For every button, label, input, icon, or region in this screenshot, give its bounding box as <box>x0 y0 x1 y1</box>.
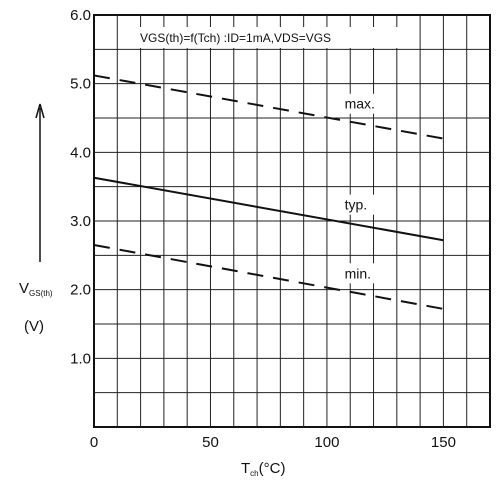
x-tick-label: 50 <box>202 434 219 451</box>
x-axis-label: Tch(°C) <box>241 460 285 478</box>
curve-label: min. <box>345 265 371 281</box>
y-axis-label-sub: GS(th) <box>29 289 53 298</box>
y-axis-unit: (V) <box>24 318 44 335</box>
curve-label: max. <box>345 96 375 112</box>
x-tick-label: 150 <box>431 434 456 451</box>
y-axis-arrow-head <box>35 103 45 119</box>
x-axis-label-sub: ch <box>250 469 259 478</box>
y-tick-label: 6.0 <box>70 7 91 24</box>
curve-label-bg <box>341 263 382 284</box>
series-line-max <box>93 74 444 140</box>
series-line-min <box>93 244 444 310</box>
x-tick-label: 0 <box>90 434 98 451</box>
y-axis-label-main: V <box>19 280 30 297</box>
title-box <box>136 27 398 48</box>
x-axis-label-main: T <box>241 460 251 477</box>
y-tick-label: 1.0 <box>70 350 91 367</box>
y-tick-label: 5.0 <box>70 76 91 93</box>
y-tick-label: 2.0 <box>70 282 91 299</box>
curve-label-bg <box>341 93 382 114</box>
y-axis-label: VGS(th) <box>19 280 53 298</box>
curve-label: typ. <box>345 197 368 213</box>
y-tick-label: 3.0 <box>70 213 91 230</box>
x-axis-label-unit: (°C) <box>258 460 286 477</box>
chart-title: VGS(th)=f(Tch) :ID=1mA,VDS=VGS <box>140 31 331 45</box>
y-tick-label: 4.0 <box>70 144 91 161</box>
series-line-typ <box>93 176 444 242</box>
x-tick-label: 100 <box>314 434 339 451</box>
curve-label-bg <box>341 194 382 215</box>
